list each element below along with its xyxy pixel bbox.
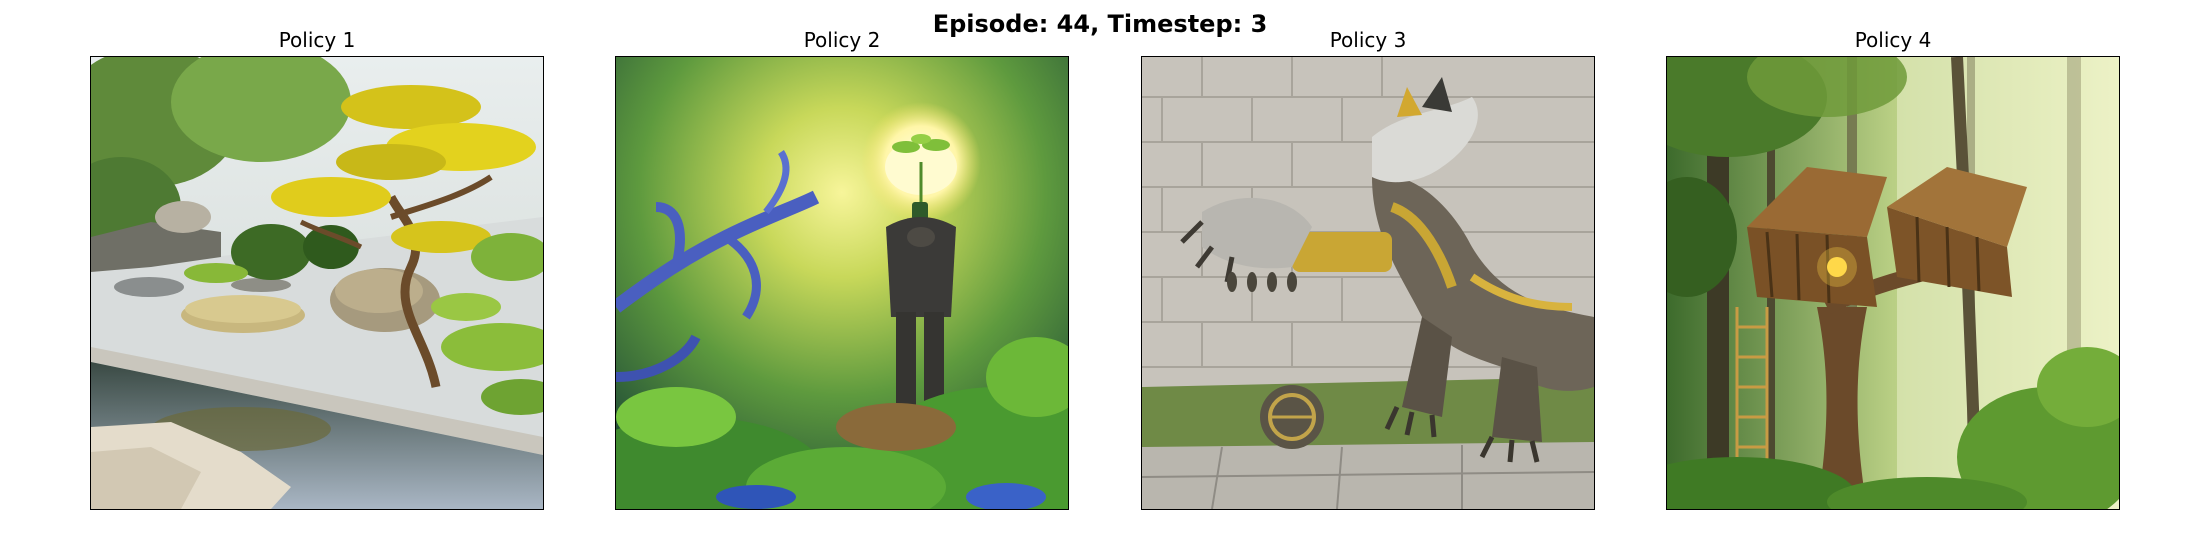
glowing-plant-figure-image bbox=[615, 56, 1069, 510]
panel-title: Policy 4 bbox=[1854, 28, 1932, 52]
panel-title: Policy 2 bbox=[803, 28, 881, 52]
policy-panel-3: Policy 3 bbox=[1141, 26, 1595, 510]
zen-garden-image bbox=[90, 56, 544, 510]
treehouse-forest-image bbox=[1666, 56, 2120, 510]
policy-panel-4: Policy 4 bbox=[1666, 26, 2120, 510]
policy-panel-1: Policy 1 bbox=[90, 26, 544, 510]
panel-title: Policy 1 bbox=[278, 28, 356, 52]
figure-suptitle: Episode: 44, Timestep: 3 bbox=[932, 10, 1268, 38]
panel-title: Policy 3 bbox=[1329, 28, 1407, 52]
policy-panel-2: Policy 2 bbox=[615, 26, 1069, 510]
mechanical-dragon-image bbox=[1141, 56, 1595, 510]
